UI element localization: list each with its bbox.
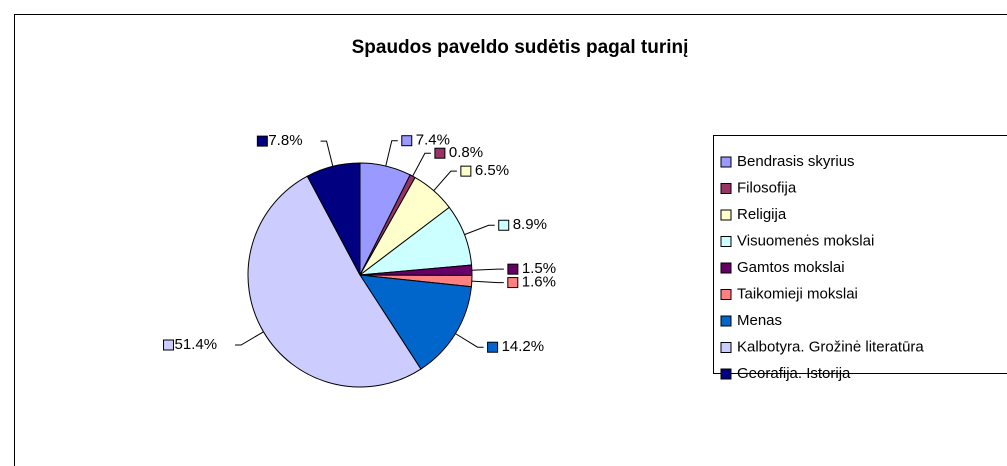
label-swatch <box>498 219 510 231</box>
label-swatch <box>434 147 446 159</box>
label-swatch <box>256 135 268 147</box>
data-label: 14.2% <box>502 338 545 355</box>
legend-swatch <box>720 315 732 327</box>
chart-title: Spaudos paveldo sudėtis pagal turinį <box>352 37 689 58</box>
legend-label: Kalbotyra. Grožinė literatūra <box>737 338 924 355</box>
data-label: 6.5% <box>475 162 509 179</box>
legend-label: Taikomieji mokslai <box>737 285 858 302</box>
legend-swatch <box>720 262 732 274</box>
legend-label: Filosofija <box>737 179 797 196</box>
leader-line <box>433 170 457 192</box>
legend-box <box>713 135 1007 374</box>
data-label: 51.4% <box>175 336 218 353</box>
pie-slice <box>306 162 361 276</box>
leader-line <box>385 140 398 167</box>
leader-line <box>455 333 484 348</box>
label-swatch <box>507 263 519 275</box>
leader-line <box>471 268 504 271</box>
pie-slice <box>247 175 422 388</box>
legend-label: Bendrasis skyrius <box>737 153 855 170</box>
legend-label: Visuomenės mokslai <box>737 232 874 249</box>
legend-swatch <box>720 342 732 353</box>
legend-swatch <box>720 209 732 221</box>
data-label: 0.8% <box>449 144 483 161</box>
label-swatch <box>487 341 499 353</box>
label-swatch <box>460 165 472 177</box>
label-swatch <box>401 135 413 147</box>
legend-label: Menas <box>737 312 782 329</box>
leader-line <box>471 280 504 284</box>
legend-label: Gamtos mokslai <box>737 259 845 276</box>
data-label: 1.5% <box>522 260 556 277</box>
label-swatch <box>507 277 519 289</box>
label-swatch <box>163 339 175 351</box>
data-label: 8.9% <box>513 216 547 233</box>
legend-swatch <box>720 236 732 247</box>
leader-line <box>412 152 431 177</box>
leader-line <box>320 140 334 167</box>
legend-swatch <box>720 156 732 168</box>
data-label: 1.6% <box>522 274 556 291</box>
leader-line <box>235 331 264 346</box>
data-label: 7.4% <box>416 132 450 149</box>
legend-label: Religija <box>737 206 787 223</box>
legend-swatch <box>720 368 732 380</box>
leader-line <box>464 224 495 236</box>
legend-label: Georafija. Istorija <box>737 365 851 382</box>
legend-swatch <box>720 183 732 194</box>
legend-swatch <box>720 289 732 300</box>
data-label: 7.8% <box>268 132 302 149</box>
